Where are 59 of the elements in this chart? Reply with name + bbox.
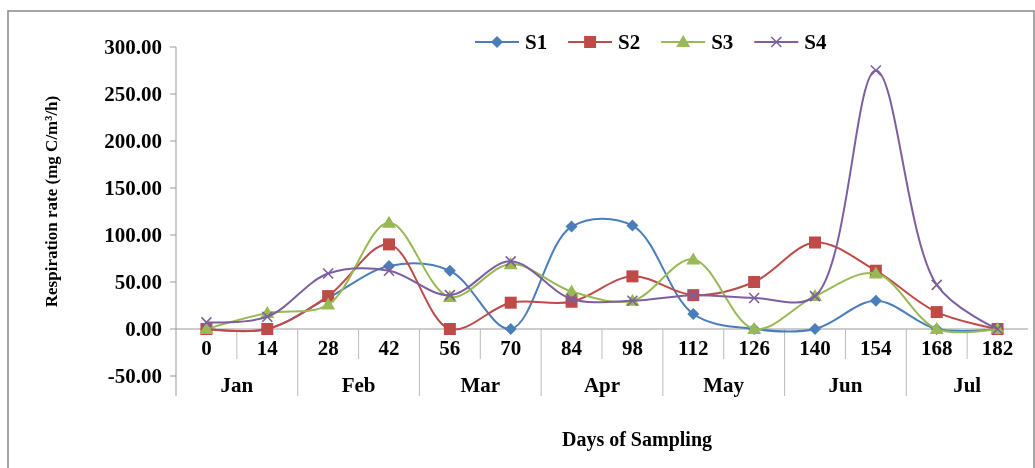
point (748, 292, 760, 304)
point (626, 270, 639, 283)
annotation: Jul (953, 373, 982, 397)
x-tick-label: 28 (317, 336, 339, 360)
point (809, 323, 821, 335)
y-tick-label: -50.00 (107, 364, 162, 389)
x-tick-label: 0 (201, 336, 212, 360)
point (443, 264, 456, 277)
x-tick-label: 84 (561, 336, 583, 360)
point (748, 276, 761, 288)
annotation: Feb (341, 373, 376, 397)
x-axis-title: Days of Sampling (561, 428, 713, 451)
x-tick-label: 42 (378, 336, 400, 360)
annotation: Jan (220, 373, 254, 397)
point (869, 294, 882, 307)
point (261, 310, 274, 323)
annotation: May (703, 373, 745, 397)
point (930, 306, 943, 319)
y-tick-label: 200.00 (104, 129, 162, 154)
point (322, 267, 334, 280)
x-tick-label: 168 (920, 336, 953, 360)
annotation: Mar (460, 373, 501, 397)
point (504, 323, 517, 335)
point (687, 307, 700, 320)
point (930, 279, 943, 291)
x-tick-label: 14 (256, 336, 279, 360)
x-tick-label: 154 (860, 336, 893, 360)
legend-label: S2 (618, 30, 641, 55)
y-tick-label: 0.00 (125, 317, 162, 342)
point (443, 323, 456, 335)
x-tick-label: 56 (439, 336, 461, 360)
y-tick-label: 100.00 (104, 223, 162, 248)
point (200, 316, 213, 329)
x-tick-label: 140 (799, 336, 831, 360)
point (565, 220, 578, 233)
legend-label: S4 (804, 30, 827, 55)
x-tick-label: 70 (500, 336, 522, 360)
point (321, 297, 336, 310)
x-tick-label: 98 (621, 336, 643, 360)
point (809, 236, 821, 249)
y-tick-label: 150.00 (104, 176, 162, 201)
x-tick-label: 112 (678, 336, 709, 360)
y-tick-label: 300.00 (104, 35, 162, 60)
point (382, 215, 396, 228)
legend-label: S1 (525, 30, 548, 55)
point (686, 252, 701, 265)
point (504, 296, 517, 309)
y-axis-title: Respiration rate (mg C/m³/h) (42, 95, 61, 308)
point (870, 64, 882, 77)
point (626, 219, 639, 232)
y-tick-label: 50.00 (114, 270, 162, 295)
legend-label: S3 (711, 30, 734, 55)
annotation: Jun (828, 373, 863, 397)
annotation: Apr (583, 373, 621, 397)
point (383, 238, 395, 251)
x-tick-label: 182 (981, 336, 1014, 360)
y-tick-label: 250.00 (104, 82, 162, 107)
point (383, 264, 395, 277)
x-tick-label: 126 (738, 336, 770, 360)
